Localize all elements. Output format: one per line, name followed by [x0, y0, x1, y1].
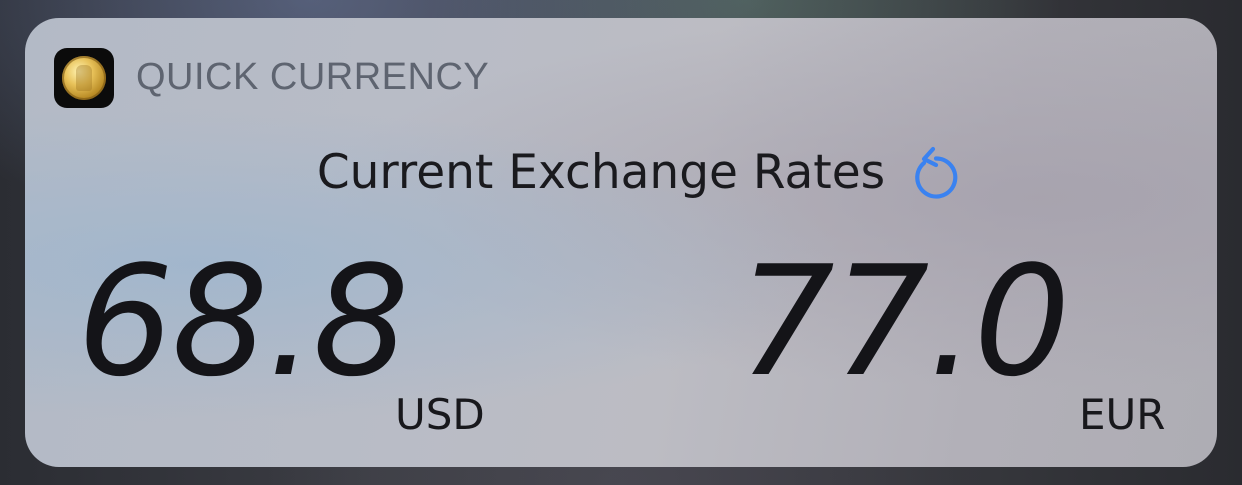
usd-rate-value: 68.8	[77, 233, 409, 410]
refresh-icon[interactable]	[911, 142, 961, 202]
currency-widget[interactable]: QUICK CURRENCY Current Exchange Rates 68…	[25, 18, 1217, 467]
eur-currency-code: EUR	[1079, 390, 1166, 439]
gold-coin-icon[interactable]	[54, 48, 114, 108]
coin-graphic	[62, 56, 106, 100]
eur-rate-value: 77.0	[738, 233, 1070, 410]
app-name: QUICK CURRENCY	[136, 56, 490, 98]
usd-currency-code: USD	[395, 390, 485, 439]
widget-title: Current Exchange Rates	[316, 144, 886, 200]
widget-header: Current Exchange Rates	[25, 142, 1217, 202]
